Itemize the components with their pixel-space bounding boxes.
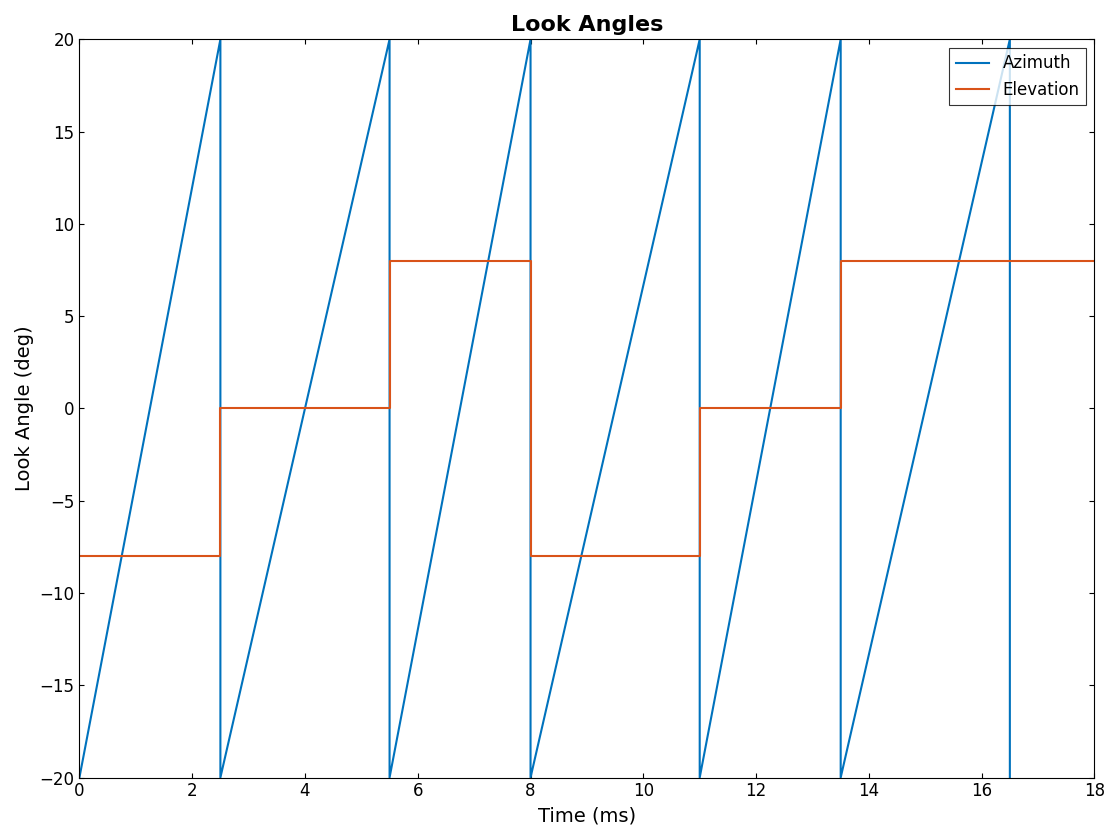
Line: Azimuth: Azimuth xyxy=(80,39,1010,778)
Azimuth xyxy=(834,773,848,783)
Elevation xyxy=(383,255,396,265)
Azimuth xyxy=(214,34,227,45)
Elevation xyxy=(834,255,848,265)
Elevation xyxy=(214,403,227,413)
Azimuth xyxy=(524,773,538,783)
Azimuth xyxy=(524,34,538,45)
X-axis label: Time (ms): Time (ms) xyxy=(538,806,636,825)
Elevation xyxy=(524,551,538,561)
Azimuth xyxy=(693,773,707,783)
Azimuth xyxy=(383,773,396,783)
Elevation xyxy=(693,551,707,561)
Azimuth xyxy=(1004,773,1017,783)
Azimuth xyxy=(214,773,227,783)
Title: Look Angles: Look Angles xyxy=(511,15,663,35)
Azimuth xyxy=(1004,34,1017,45)
Elevation xyxy=(524,255,538,265)
Elevation xyxy=(834,403,848,413)
Elevation xyxy=(214,551,227,561)
Azimuth xyxy=(383,34,396,45)
Line: Elevation: Elevation xyxy=(80,260,1094,556)
Azimuth xyxy=(693,773,707,783)
Y-axis label: Look Angle (deg): Look Angle (deg) xyxy=(15,326,34,491)
Elevation xyxy=(383,403,396,413)
Azimuth xyxy=(834,773,848,783)
Azimuth xyxy=(214,773,227,783)
Azimuth xyxy=(73,773,86,783)
Azimuth xyxy=(1004,773,1017,783)
Azimuth xyxy=(524,773,538,783)
Azimuth xyxy=(834,34,848,45)
Elevation xyxy=(73,551,86,561)
Legend: Azimuth, Elevation: Azimuth, Elevation xyxy=(949,48,1086,105)
Azimuth xyxy=(693,34,707,45)
Elevation xyxy=(1088,255,1101,265)
Elevation xyxy=(693,403,707,413)
Azimuth xyxy=(383,773,396,783)
